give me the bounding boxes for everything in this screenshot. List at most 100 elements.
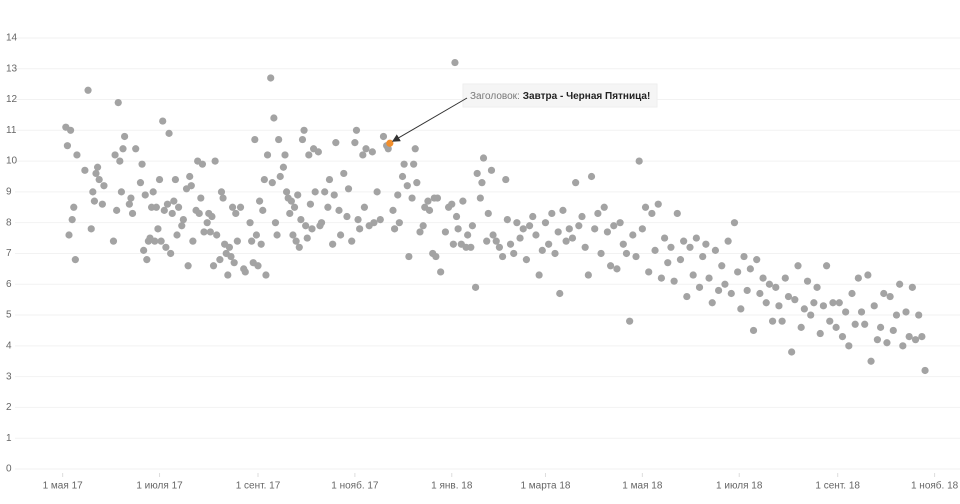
point xyxy=(165,129,173,137)
point xyxy=(548,209,556,218)
point xyxy=(584,271,592,279)
point xyxy=(330,191,338,199)
point xyxy=(405,252,413,261)
point xyxy=(251,135,259,144)
point xyxy=(178,222,186,230)
x-tick-label: 1 июля 18 xyxy=(716,481,763,492)
point xyxy=(695,283,704,291)
point xyxy=(829,299,837,307)
point xyxy=(870,302,878,310)
point xyxy=(362,145,370,153)
point xyxy=(152,203,160,211)
point xyxy=(867,357,875,365)
point xyxy=(519,225,527,233)
point xyxy=(857,308,866,316)
point xyxy=(160,206,168,214)
point xyxy=(189,237,197,245)
point xyxy=(876,323,885,331)
point xyxy=(498,252,507,261)
point xyxy=(255,197,264,205)
point xyxy=(791,296,799,304)
point xyxy=(724,237,732,245)
y-tick-label: 11 xyxy=(6,125,17,136)
y-tick-label: 6 xyxy=(6,279,12,290)
point xyxy=(252,231,261,239)
point xyxy=(287,197,295,205)
point xyxy=(373,188,381,196)
point xyxy=(883,339,891,347)
point xyxy=(141,191,149,199)
point xyxy=(154,225,162,233)
point xyxy=(635,157,643,165)
point xyxy=(268,179,276,187)
point xyxy=(395,219,403,227)
point xyxy=(340,169,348,178)
point xyxy=(921,366,929,375)
point xyxy=(541,219,550,227)
annotation: Заголовок: Завтра - Черная Пятница! xyxy=(391,83,658,142)
point xyxy=(195,209,203,218)
point xyxy=(227,252,235,261)
point xyxy=(889,326,897,335)
point xyxy=(186,172,194,181)
point xyxy=(781,274,789,282)
point xyxy=(765,280,774,288)
point xyxy=(336,231,345,239)
point xyxy=(495,243,504,251)
point xyxy=(263,151,272,159)
point xyxy=(217,188,226,196)
point xyxy=(167,249,175,258)
point xyxy=(294,191,302,199)
y-tick-label: 4 xyxy=(6,340,12,351)
point xyxy=(559,206,567,214)
point xyxy=(140,246,148,254)
point xyxy=(788,348,796,356)
point xyxy=(271,219,280,227)
point xyxy=(66,126,75,134)
x-tick-label: 1 сент. 17 xyxy=(236,481,281,492)
point xyxy=(295,243,303,251)
point xyxy=(70,203,78,211)
point xyxy=(905,333,913,341)
point xyxy=(92,169,100,178)
point xyxy=(128,209,137,218)
point xyxy=(753,256,761,264)
point xyxy=(360,203,369,211)
point xyxy=(873,336,882,344)
point xyxy=(262,271,270,279)
point xyxy=(708,299,716,307)
y-tick-label: 7 xyxy=(6,248,12,259)
point xyxy=(368,148,376,156)
point xyxy=(746,265,754,273)
point xyxy=(800,305,808,313)
point xyxy=(807,311,815,319)
point xyxy=(581,243,589,251)
point xyxy=(502,175,510,184)
point xyxy=(81,166,89,174)
point xyxy=(756,289,764,298)
point xyxy=(740,252,748,261)
point xyxy=(594,209,602,218)
point xyxy=(413,179,421,187)
point xyxy=(468,222,477,230)
point xyxy=(225,243,234,251)
point xyxy=(410,160,418,168)
point xyxy=(568,234,577,242)
point xyxy=(478,179,486,187)
point xyxy=(861,320,869,328)
point xyxy=(281,151,289,159)
point xyxy=(93,163,102,171)
y-tick-label: 8 xyxy=(6,217,12,228)
point xyxy=(449,240,457,248)
point xyxy=(132,145,140,153)
point xyxy=(173,231,181,239)
point xyxy=(376,216,384,224)
point xyxy=(437,268,445,276)
point xyxy=(864,271,872,279)
point xyxy=(200,228,208,236)
point xyxy=(489,231,497,239)
point xyxy=(835,299,843,307)
y-tick-label: 5 xyxy=(6,310,12,321)
point xyxy=(832,323,840,331)
point xyxy=(213,231,221,239)
